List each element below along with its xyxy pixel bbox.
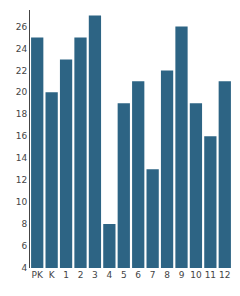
svg-text:8: 8 bbox=[21, 219, 27, 229]
svg-text:PK: PK bbox=[32, 270, 44, 280]
svg-text:14: 14 bbox=[16, 153, 28, 163]
svg-text:12: 12 bbox=[16, 175, 27, 185]
svg-text:16: 16 bbox=[16, 131, 28, 141]
svg-text:26: 26 bbox=[16, 22, 28, 32]
svg-text:6: 6 bbox=[21, 241, 27, 251]
svg-text:9: 9 bbox=[179, 270, 185, 280]
svg-text:22: 22 bbox=[16, 66, 27, 76]
svg-text:10: 10 bbox=[190, 270, 202, 280]
svg-text:12: 12 bbox=[219, 270, 230, 280]
svg-text:24: 24 bbox=[16, 44, 28, 54]
svg-text:6: 6 bbox=[135, 270, 141, 280]
svg-text:2: 2 bbox=[78, 270, 84, 280]
svg-text:4: 4 bbox=[21, 263, 27, 273]
svg-text:7: 7 bbox=[150, 270, 156, 280]
svg-text:3: 3 bbox=[92, 270, 98, 280]
svg-text:K: K bbox=[49, 270, 56, 280]
svg-text:20: 20 bbox=[16, 87, 28, 97]
svg-text:4: 4 bbox=[106, 270, 112, 280]
svg-text:18: 18 bbox=[16, 109, 28, 119]
svg-text:5: 5 bbox=[121, 270, 127, 280]
svg-text:8: 8 bbox=[164, 270, 170, 280]
svg-text:1: 1 bbox=[63, 270, 69, 280]
svg-text:10: 10 bbox=[16, 197, 28, 207]
svg-text:11: 11 bbox=[205, 270, 216, 280]
